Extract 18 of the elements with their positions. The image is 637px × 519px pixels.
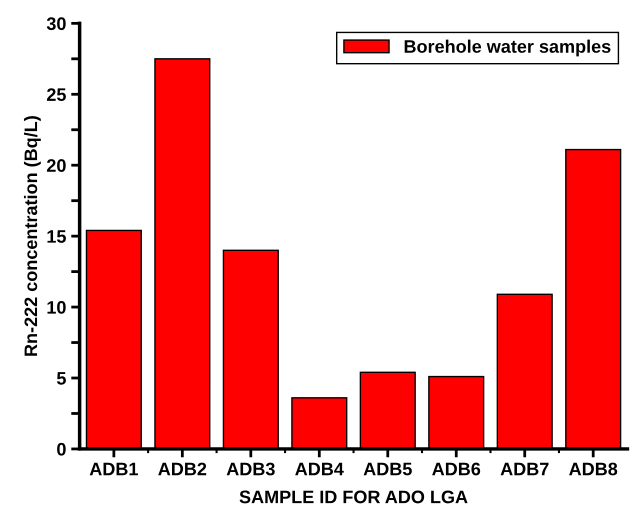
y-tick-label: 25 xyxy=(46,88,66,102)
y-axis-title: Rn-222 concentration (Bq/L) xyxy=(24,116,41,356)
x-axis-title: SAMPLE ID FOR ADO LGA xyxy=(240,490,468,504)
x-tick-label: ADB5 xyxy=(364,462,412,476)
x-tick-label: ADB8 xyxy=(569,462,618,476)
y-tick-label: 20 xyxy=(46,159,66,172)
x-tick-label: ADB2 xyxy=(158,462,206,476)
y-tick-label: 30 xyxy=(46,17,66,30)
x-tick-label: ADB1 xyxy=(90,462,138,476)
y-tick-label: 10 xyxy=(47,301,66,314)
x-tick-label: ADB3 xyxy=(226,462,275,476)
legend-label: Borehole water samples xyxy=(404,40,610,56)
y-tick-label: 0 xyxy=(57,442,66,456)
y-tick-label: 5 xyxy=(56,372,66,385)
y-tick-label: 15 xyxy=(47,230,66,243)
x-tick-label: ADB6 xyxy=(432,462,480,476)
x-tick-label: ADB7 xyxy=(500,462,549,476)
x-tick-label: ADB4 xyxy=(295,462,344,476)
